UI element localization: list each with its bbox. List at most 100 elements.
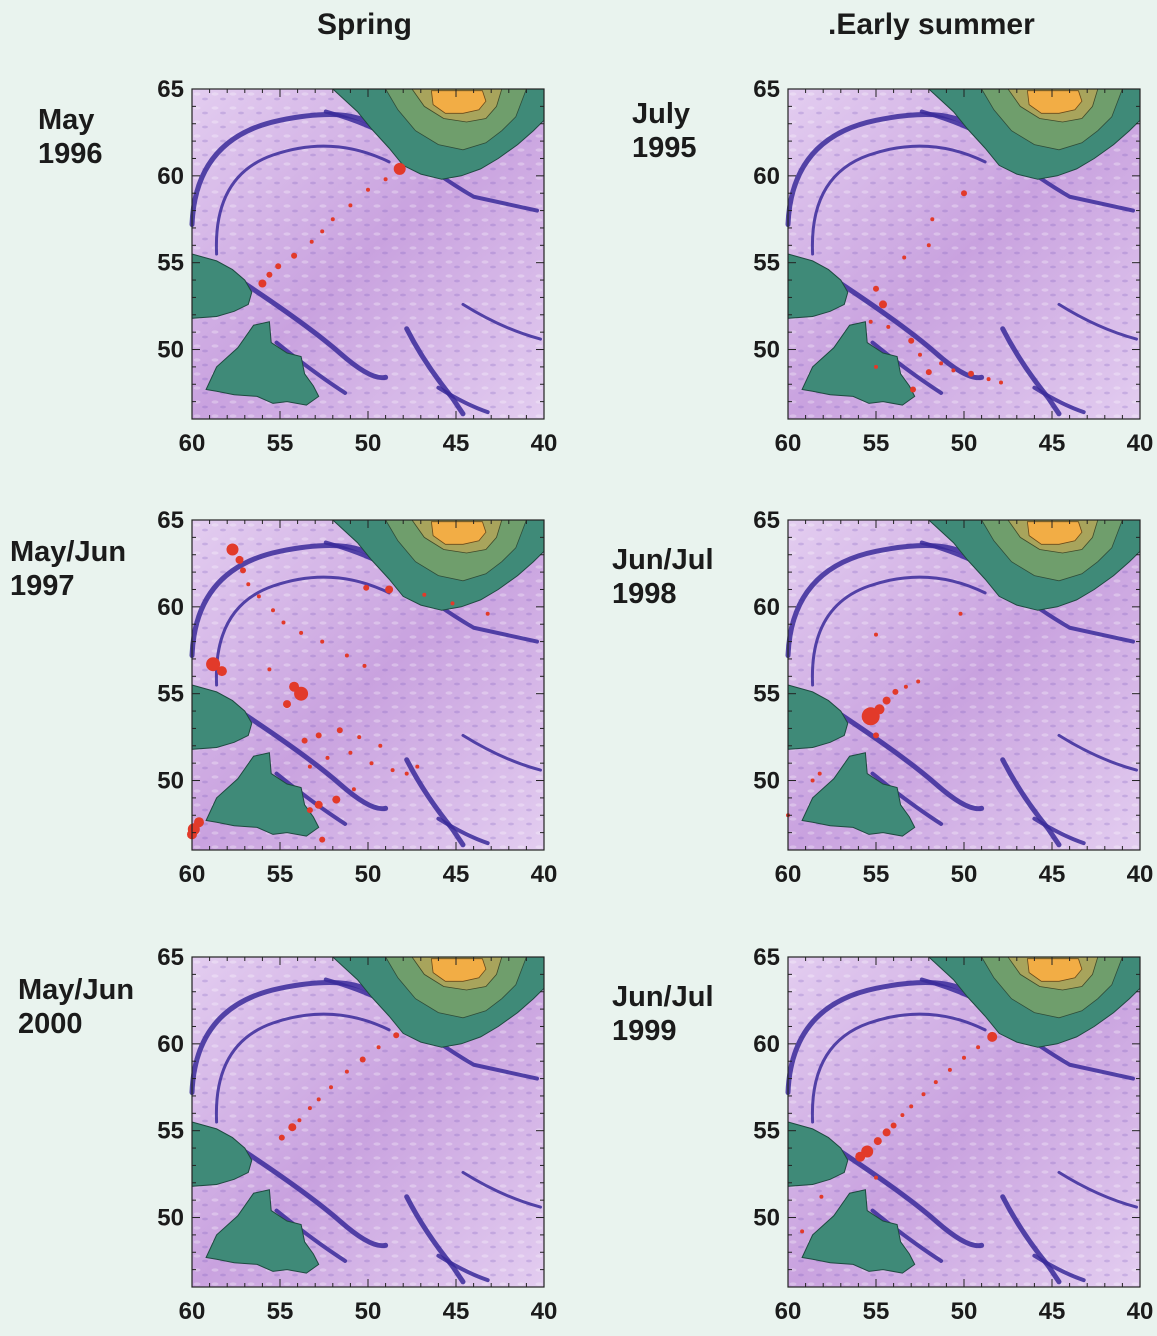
observation-point xyxy=(314,800,323,809)
observation-point xyxy=(819,1194,824,1199)
panel-label-line2: 1996 xyxy=(38,138,103,170)
bathymetry-ridge xyxy=(436,816,490,846)
observation-point xyxy=(404,771,409,776)
newfoundland-landmass xyxy=(801,752,916,837)
ice-cap-summit xyxy=(430,521,487,545)
ice-cap-summit xyxy=(430,958,487,982)
lon-tick-label: 40 xyxy=(531,861,558,888)
panel-label-jun-jul-1998: Jun/Jul 1998 xyxy=(612,543,714,611)
map-svg: 65 60 55 50 60 55 50 45 40 xyxy=(157,507,557,888)
observation-point xyxy=(930,217,935,222)
labrador-landmass xyxy=(191,1121,253,1187)
labrador-landmass xyxy=(787,684,849,750)
lat-tick-label: 65 xyxy=(157,76,184,103)
observation-point xyxy=(288,1123,297,1132)
observation-point xyxy=(879,300,887,309)
observation-point xyxy=(348,750,353,755)
observation-point xyxy=(910,386,916,393)
lon-tick-label: 55 xyxy=(863,1298,890,1325)
observation-point xyxy=(332,795,341,804)
lat-tick-label: 55 xyxy=(157,250,184,277)
labrador-landmass xyxy=(787,1121,849,1187)
lat-tick-label: 65 xyxy=(157,944,184,971)
observation-point xyxy=(926,243,931,248)
lat-tick-label: 50 xyxy=(157,337,184,364)
observation-point xyxy=(882,696,891,705)
panel-label-line1: July xyxy=(632,98,691,130)
bathymetry-ridge xyxy=(810,575,987,687)
observation-point xyxy=(925,369,932,376)
lon-tick-label: 40 xyxy=(531,430,558,457)
observation-point xyxy=(902,255,907,260)
observation-point xyxy=(918,352,922,357)
observation-point xyxy=(283,700,291,709)
panel-label-line1: Jun/Jul xyxy=(612,981,714,1013)
observation-point xyxy=(817,771,822,776)
observation-point xyxy=(855,1151,866,1162)
observation-point xyxy=(939,361,944,366)
panel-label-line2: 1999 xyxy=(612,1015,677,1047)
lon-tick-label: 45 xyxy=(443,430,470,457)
map-panel-july-1995: 65 60 55 50 60 55 50 45 40 xyxy=(753,76,1153,457)
ice-cap-summit xyxy=(430,90,487,114)
bathymetry-ridge xyxy=(1032,1253,1086,1283)
lon-tick-label: 60 xyxy=(775,861,802,888)
bathymetry-ridge xyxy=(214,1012,391,1124)
panel-label-line2: 1997 xyxy=(10,570,75,602)
bathymetry-ridge xyxy=(1057,1170,1138,1209)
observation-point xyxy=(299,630,304,635)
observation-point xyxy=(873,285,879,292)
lat-tick-label: 60 xyxy=(157,594,184,621)
observation-point xyxy=(873,1137,882,1146)
lat-tick-label: 50 xyxy=(753,768,780,795)
observation-point xyxy=(383,177,388,182)
observation-point xyxy=(301,737,308,744)
observation-point xyxy=(874,632,878,637)
observation-point xyxy=(240,567,246,574)
bathymetry-ridge xyxy=(827,705,985,812)
map-svg: 65 60 55 50 60 55 50 45 40 xyxy=(753,76,1153,457)
lat-tick-label: 50 xyxy=(753,1205,780,1232)
newfoundland-landmass xyxy=(801,1189,916,1274)
map-panel-may-jun-1997: 65 60 55 50 60 55 50 45 40 xyxy=(157,507,557,888)
lat-tick-label: 50 xyxy=(157,1205,184,1232)
lat-tick-label: 55 xyxy=(753,1118,780,1145)
bathymetry-ridge xyxy=(810,144,987,256)
map-svg: 65 60 55 50 60 55 50 45 40 xyxy=(753,507,1153,888)
panel-label-line1: May/Jun xyxy=(18,974,135,1006)
observation-point xyxy=(246,582,251,587)
bathymetry-ridge xyxy=(214,575,391,687)
bathymetry-ridge xyxy=(870,340,944,395)
observation-point xyxy=(362,663,367,668)
lon-tick-label: 40 xyxy=(1127,1298,1154,1325)
bathymetry-ridge xyxy=(870,1208,944,1263)
observation-point xyxy=(357,735,362,740)
labrador-landmass xyxy=(191,253,253,319)
map-svg: 65 60 55 50 60 55 50 45 40 xyxy=(753,944,1153,1325)
bathymetry-ridge xyxy=(810,1012,987,1124)
lat-tick-label: 55 xyxy=(157,1118,184,1145)
bathymetry-ridge xyxy=(870,771,944,826)
observation-point xyxy=(267,667,272,672)
observation-point xyxy=(315,732,322,739)
observation-point xyxy=(947,1067,952,1072)
lat-tick-label: 60 xyxy=(753,594,780,621)
observation-point xyxy=(369,761,374,766)
lon-tick-label: 45 xyxy=(443,1298,470,1325)
bathymetry-ridge xyxy=(461,1170,542,1209)
bathymetry-ridge xyxy=(1032,385,1086,415)
lon-tick-label: 55 xyxy=(267,430,294,457)
map-svg: 65 60 55 50 60 55 50 45 40 xyxy=(157,76,557,457)
observation-point xyxy=(909,1104,914,1109)
observation-point xyxy=(351,787,356,792)
lon-tick-label: 45 xyxy=(1039,861,1066,888)
observation-point xyxy=(216,666,227,677)
observation-point xyxy=(278,1134,285,1141)
observation-point xyxy=(376,1045,381,1050)
newfoundland-landmass xyxy=(801,321,916,406)
bathymetry-ridge xyxy=(274,771,348,826)
lon-tick-label: 50 xyxy=(355,430,382,457)
panel-label-july-1995: July 1995 xyxy=(632,97,697,165)
lat-tick-label: 60 xyxy=(753,1031,780,1058)
observation-point xyxy=(258,279,267,288)
